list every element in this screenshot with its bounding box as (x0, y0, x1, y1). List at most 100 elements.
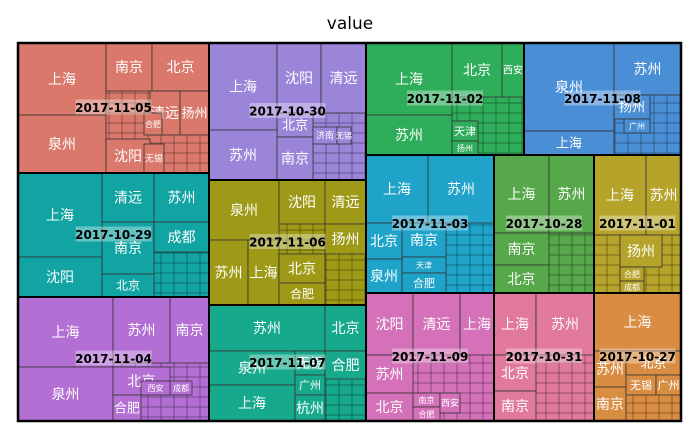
treemap-cell (324, 223, 367, 255)
cell-label: 杭州 (296, 401, 324, 417)
treemap-cell (208, 350, 296, 386)
treemap-cell (523, 130, 615, 156)
cell-label: 南京 (176, 323, 204, 339)
cell-label: 扬州 (181, 107, 207, 122)
cell-label: 清远 (114, 190, 142, 206)
treemap-cell (412, 292, 461, 356)
cell-label: 上海 (238, 396, 266, 412)
cell-label: 上海 (501, 317, 529, 333)
cell-label: 苏州 (634, 62, 662, 78)
cell-label: 北京 (376, 400, 404, 416)
group-label-background (407, 90, 483, 106)
cell-label: 南京 (508, 242, 536, 258)
treemap-cell (493, 390, 537, 422)
cell-label: 合肥 (145, 119, 161, 129)
cell-label: 上海 (508, 187, 536, 203)
cell-label: 苏州 (229, 148, 257, 164)
group-label-background (506, 348, 582, 364)
treemap-cell (101, 221, 155, 275)
cell-label: 无锡 (336, 131, 352, 140)
treemap-cell (645, 154, 682, 236)
cell-label: 北京 (282, 119, 308, 134)
cell-label: 北京 (640, 357, 666, 372)
cell-label: 泉州 (555, 79, 583, 96)
cell-label: 上海 (46, 208, 74, 224)
cell-label: 北京 (463, 63, 491, 79)
treemap-cell (153, 172, 210, 223)
treemap-cell (278, 253, 326, 284)
group-label-background (249, 354, 326, 370)
treemap-cell (294, 350, 326, 376)
group-label: 2017-11-05 (75, 101, 152, 115)
group-label: 2017-11-03 (392, 217, 469, 231)
treemap-cell (17, 42, 107, 116)
cell-label: 沈阳 (288, 195, 316, 211)
treemap-cell (535, 292, 595, 356)
cell-label: 上海 (48, 72, 76, 88)
group-label-background (249, 103, 326, 118)
cell-label: 泉州 (230, 202, 258, 219)
cell-label: 沈阳 (376, 317, 404, 333)
cell-label: 扬州 (627, 244, 655, 260)
cell-label: 天津 (416, 260, 432, 270)
cell-label: 沈阳 (46, 270, 74, 286)
cell-label: 泉州 (370, 268, 398, 285)
treemap-cell (208, 129, 278, 181)
cell-label: 北京 (167, 60, 195, 76)
treemap-cell (276, 112, 314, 138)
cell-label: 无锡 (297, 357, 323, 372)
group-label: 2017-11-08 (564, 92, 641, 106)
group-label-background (392, 348, 468, 364)
cell-label: 北京 (288, 261, 316, 277)
group-label: 2017-11-01 (599, 217, 676, 231)
group-label: 2017-11-07 (249, 356, 326, 370)
treemap-cell (179, 90, 210, 136)
group-label-background (75, 350, 152, 366)
cell-label: 沈阳 (285, 71, 313, 87)
cell-label: 苏州 (551, 317, 579, 333)
treemap-cell (523, 42, 615, 132)
cell-label: 合肥 (419, 409, 435, 419)
cell-label: 上海 (383, 182, 411, 198)
treemap-cell (112, 394, 142, 422)
cell-label: 扬州 (332, 232, 360, 248)
treemap-frame (16, 41, 683, 423)
cell-label: 北京 (370, 234, 398, 250)
cell-label: 广州 (658, 379, 680, 392)
treemap-cell (320, 42, 367, 114)
cell-label: 北京 (332, 321, 360, 337)
treemap-group: 上海苏州南京泉州北京合肥成都西安2017-11-04 (17, 296, 210, 422)
cell-label: 上海 (229, 79, 257, 95)
treemap-cell (365, 292, 414, 356)
cell-label: 清远 (330, 71, 358, 87)
group-label-background (506, 215, 582, 231)
cell-label: 济南 (316, 130, 334, 142)
chart-title: value (326, 14, 374, 34)
treemap-cell (208, 179, 280, 241)
cell-label: 合肥 (413, 276, 435, 290)
cell-label: 苏州 (447, 182, 475, 198)
group-label: 2017-11-06 (249, 236, 326, 250)
cell-label: 成都 (624, 282, 640, 292)
group-label: 2017-11-02 (407, 92, 484, 106)
cell-label: 沈阳 (114, 149, 142, 165)
cell-label: 无锡 (145, 154, 163, 165)
treemap-cell (493, 232, 550, 266)
cell-label: 西安 (441, 397, 459, 409)
treemap-cell (140, 380, 171, 396)
cell-label: 上海 (606, 188, 634, 204)
group-label-background (249, 234, 326, 249)
treemap-cell (208, 384, 296, 422)
group-label: 2017-10-29 (75, 228, 152, 242)
group-label: 2017-11-09 (392, 350, 469, 364)
cell-label: 北京 (116, 279, 140, 293)
group-label: 2017-10-31 (506, 350, 583, 364)
treemap-cell (365, 392, 414, 422)
